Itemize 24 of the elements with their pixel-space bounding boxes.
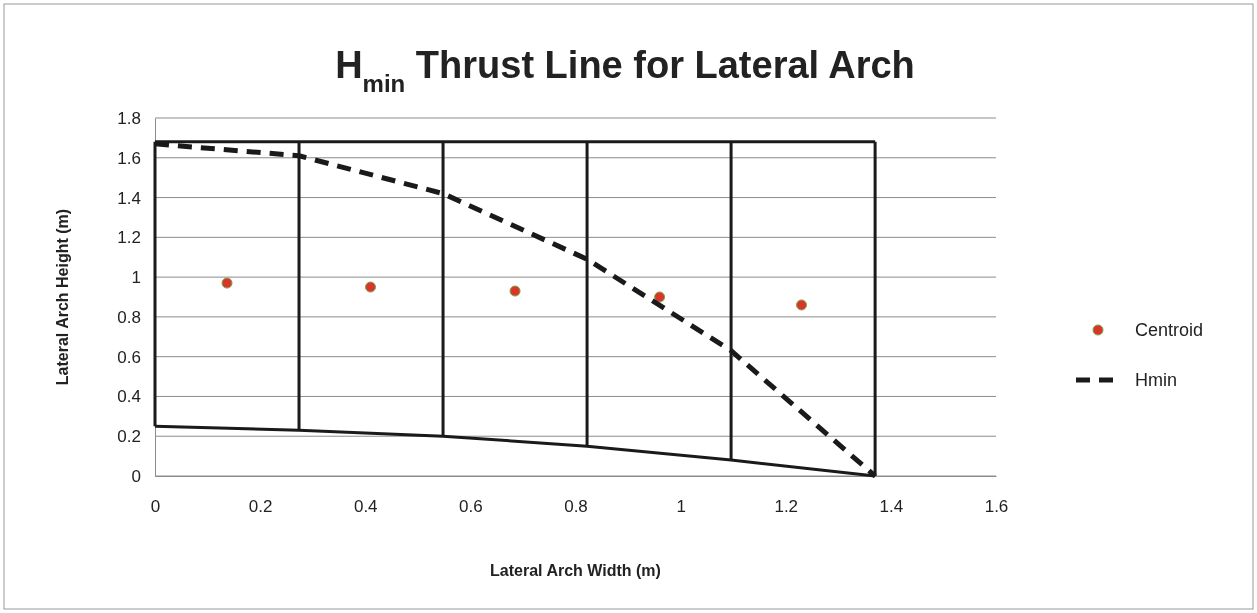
y-tick-label: 0.8 — [117, 307, 141, 327]
legend-label: Centroid — [1135, 320, 1204, 341]
y-tick-label: 1 — [131, 268, 141, 288]
chart-title: H$_{min}$ Thrust Line for Lateral Arch — [335, 44, 915, 97]
y-tick-label: 1.4 — [117, 188, 141, 208]
y-tick-label: 0.2 — [117, 427, 141, 447]
y-tick-label: 1.2 — [117, 228, 141, 248]
x-tick-label: 1.2 — [774, 497, 799, 517]
x-tick-label: 0 — [150, 497, 161, 517]
y-tick-label: 0.6 — [117, 347, 141, 367]
x-axis-title: Lateral Arch Width (m) — [490, 562, 661, 579]
x-tick-label: 0.4 — [353, 497, 378, 517]
x-tick-label: 1.4 — [879, 497, 904, 517]
y-tick-label: 1.6 — [117, 148, 141, 168]
y-axis-title: Lateral Arch Height (m) — [54, 208, 71, 386]
x-tick-label: 0.6 — [459, 497, 483, 517]
x-tick-label: 1 — [676, 497, 686, 517]
x-tick-label: 0.8 — [564, 497, 588, 517]
x-tick-label: 1.6 — [984, 497, 1009, 517]
x-tick-label: 0.2 — [248, 497, 273, 517]
y-tick-label: 0.4 — [117, 387, 141, 407]
legend-label: Hmin — [1135, 370, 1178, 391]
y-tick-label: 1.8 — [117, 108, 141, 128]
y-tick-label: 0 — [131, 466, 141, 486]
